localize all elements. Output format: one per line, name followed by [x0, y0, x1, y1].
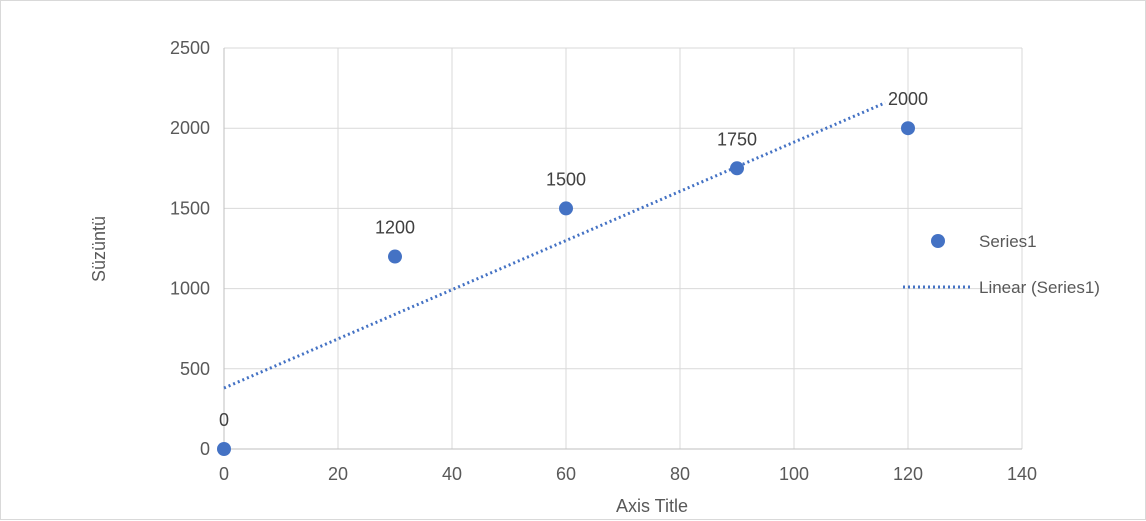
- x-axis-title: Axis Title: [616, 496, 688, 516]
- data-label: 0: [219, 410, 229, 430]
- trendline: [223, 101, 886, 390]
- axes: 0 500 1000 1500 2000 2500 0 20 40 60 80 100 120 140: [170, 38, 1037, 484]
- x-tick-label: 20: [328, 464, 348, 484]
- data-label: 1200: [375, 218, 415, 238]
- data-label: 1500: [546, 169, 586, 189]
- data-point: [388, 249, 402, 264]
- data-labels: 0 1200 1500 1750 2000: [219, 89, 928, 430]
- x-tick-label: 140: [1007, 464, 1037, 484]
- points-layer: [217, 121, 915, 456]
- x-tick-label: 100: [779, 464, 809, 484]
- x-tick-label: 80: [670, 464, 690, 484]
- y-tick-label: 0: [200, 439, 210, 459]
- x-tick-label: 0: [219, 464, 229, 484]
- legend: Series1 Linear (Series1): [903, 232, 1100, 297]
- legend-series1-label: Series1: [979, 232, 1037, 251]
- y-axis-title: Süzüntü: [89, 216, 109, 282]
- legend-trendline-label: Linear (Series1): [979, 278, 1100, 297]
- x-tick-label: 120: [893, 464, 923, 484]
- y-tick-label: 1500: [170, 198, 210, 218]
- trendline-layer: [223, 101, 886, 390]
- y-tick-label: 2500: [170, 38, 210, 58]
- x-tick-label: 60: [556, 464, 576, 484]
- data-point: [217, 442, 231, 456]
- data-point: [901, 121, 915, 136]
- data-point: [559, 201, 573, 216]
- y-tick-label: 2000: [170, 118, 210, 138]
- x-tick-label: 40: [442, 464, 462, 484]
- data-label: 2000: [888, 89, 928, 109]
- data-point: [730, 161, 744, 176]
- legend-series1-marker: [931, 234, 945, 248]
- y-tick-label: 500: [180, 359, 210, 379]
- y-tick-label: 1000: [170, 279, 210, 299]
- gridlines: [224, 47, 1023, 449]
- data-label: 1750: [717, 129, 757, 149]
